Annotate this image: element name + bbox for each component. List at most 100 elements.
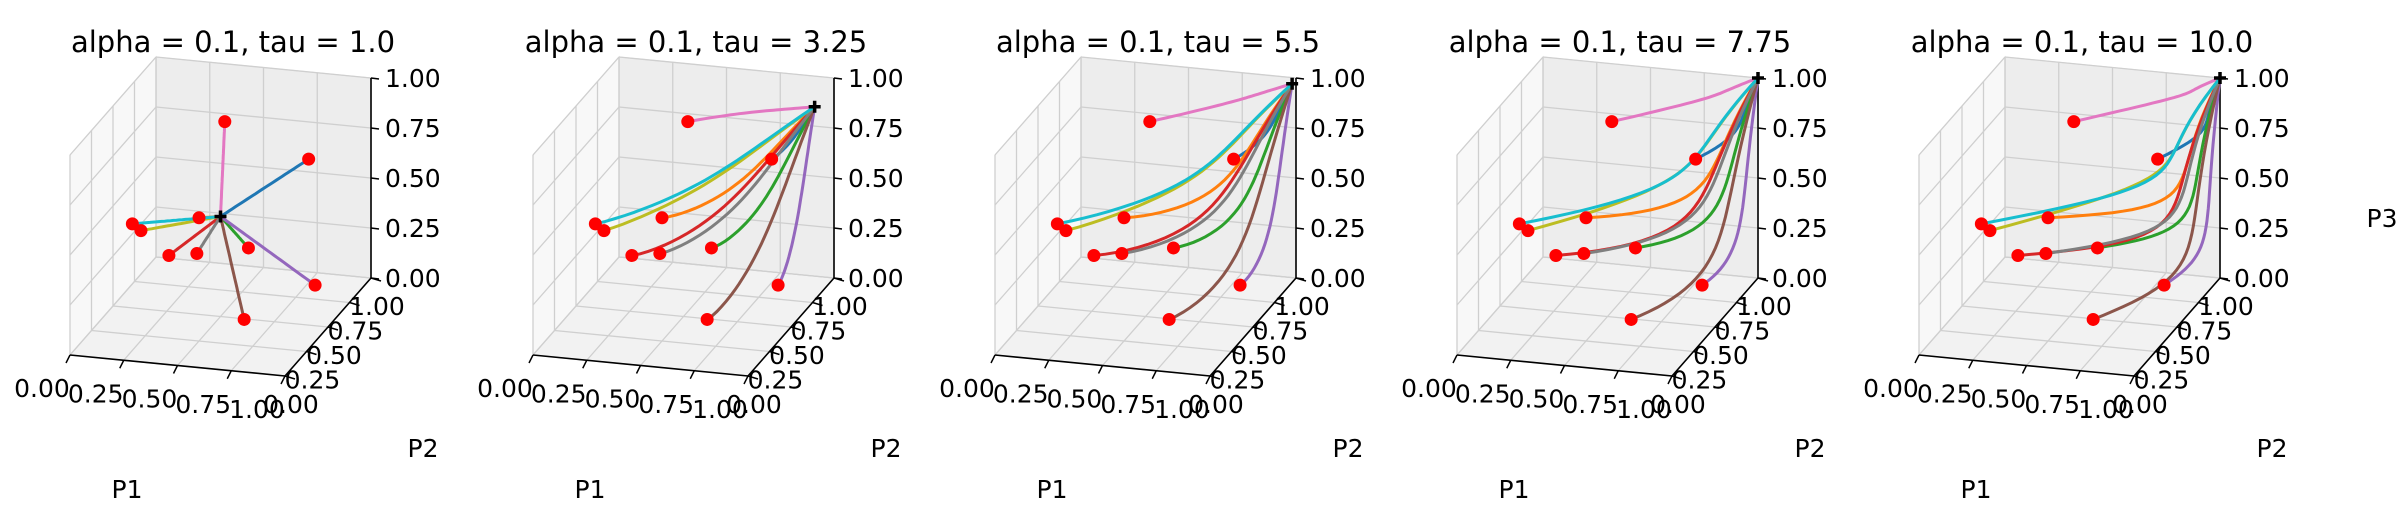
start-point: [771, 278, 785, 292]
start-point: [1605, 115, 1619, 129]
y-tick-label: 0.25: [2134, 366, 2190, 395]
gridline: [2079, 272, 2167, 372]
gridline: [1499, 305, 1716, 328]
x-tick-label: 0.00: [14, 374, 70, 403]
trajectory-line: [2092, 77, 2222, 321]
gridline: [69, 56, 157, 156]
trajectory-line: [219, 157, 310, 218]
gridline: [994, 56, 1082, 156]
y-tick-label: 0.25: [285, 366, 341, 395]
z-tick: [2219, 277, 2229, 280]
trajectory-line: [1168, 83, 1294, 321]
start-point: [2067, 115, 2081, 129]
x-tick-label: 0.00: [477, 374, 533, 403]
z-tick-label: 0.00: [1772, 264, 1828, 293]
z-tick-label: 1.00: [848, 64, 904, 93]
trajectory-line: [1173, 83, 1294, 250]
start-point: [704, 241, 718, 255]
start-point: [218, 115, 232, 129]
z-tick: [833, 177, 843, 180]
z-tick: [833, 277, 843, 280]
y-tick: [1274, 301, 1285, 307]
z-tick: [833, 227, 843, 230]
gridline: [618, 56, 835, 79]
y-tick: [2155, 350, 2166, 356]
z-tick-label: 0.50: [1772, 164, 1828, 193]
gridline: [69, 106, 157, 206]
gridline: [1037, 305, 1254, 328]
x-tick-label: 1.00: [1616, 395, 1672, 424]
gridline: [1456, 56, 1544, 156]
start-point: [765, 152, 779, 166]
x-tick: [635, 365, 642, 374]
x-tick: [1914, 354, 1920, 364]
trajectory-line: [167, 215, 222, 257]
gridline: [1542, 156, 1759, 179]
x-tick-label: 0.75: [175, 390, 231, 419]
y-tick-label: 0.25: [748, 366, 804, 395]
gridline: [532, 56, 620, 156]
gridline: [618, 256, 835, 279]
gridline: [1961, 305, 2178, 328]
gridline: [994, 106, 1082, 206]
y-tick-label: 0.50: [1693, 341, 1749, 370]
y-tick-label: 0.25: [1210, 366, 1266, 395]
start-point: [2151, 152, 2165, 166]
y-tick: [1693, 350, 1704, 356]
y-tick-label: 1.00: [1736, 292, 1792, 321]
gridline: [597, 280, 813, 304]
y-tick: [2198, 301, 2209, 307]
start-point: [302, 152, 316, 166]
z-tick-label: 0.50: [385, 164, 441, 193]
x-tick-label: 0.00: [1401, 374, 1457, 403]
end-point: [214, 210, 227, 223]
start-point: [1050, 217, 1064, 231]
subplot-5: 0.000.250.500.751.000.000.250.500.751.00…: [1863, 25, 2397, 504]
gridlines: [69, 56, 372, 377]
y-tick: [2176, 326, 2188, 331]
y-tick: [2133, 375, 2145, 380]
x-tick-label: 0.75: [1562, 390, 1618, 419]
y-tick-label: 0.75: [328, 317, 384, 346]
gridline: [994, 156, 1082, 256]
x-tick-label: 0.75: [2024, 390, 2080, 419]
gridline: [2004, 106, 2221, 129]
x-tick: [1205, 375, 1211, 385]
y-axis-label: P2: [871, 434, 902, 463]
z-tick-label: 0.25: [1310, 214, 1366, 243]
z-tick: [1295, 77, 1305, 80]
x-tick: [119, 359, 125, 369]
gridline: [1456, 106, 1544, 206]
x-tick: [743, 375, 749, 385]
z-tick: [1295, 127, 1305, 130]
trajectory-line: [219, 121, 227, 217]
x-tick: [1559, 365, 1566, 374]
x-tick: [2021, 365, 2028, 374]
trajectory-line: [659, 105, 816, 256]
gridline: [155, 106, 372, 129]
x-axis-label: P1: [112, 475, 143, 504]
y-tick-label: 1.00: [1274, 292, 1330, 321]
x-tick: [990, 354, 996, 364]
x-tick: [528, 354, 534, 364]
start-point: [1512, 217, 1526, 231]
gridline: [1617, 272, 1705, 372]
z-tick: [2219, 227, 2229, 230]
start-point: [1628, 241, 1642, 255]
gridline: [155, 156, 372, 179]
z-tick-label: 1.00: [1310, 64, 1366, 93]
z-tick: [1295, 177, 1305, 180]
y-axis-label: P2: [408, 434, 439, 463]
gridline: [1080, 56, 1297, 79]
y-tick: [284, 375, 296, 380]
z-tick: [370, 277, 380, 280]
z-tick-label: 0.75: [2234, 114, 2290, 143]
trajectory-line: [1630, 77, 1760, 321]
trajectory-line: [776, 106, 817, 286]
y-tick: [747, 375, 759, 380]
z-tick-label: 0.75: [385, 114, 441, 143]
z-tick-label: 0.00: [385, 264, 441, 293]
z-tick-label: 1.00: [2234, 64, 2290, 93]
y-tick: [769, 350, 780, 356]
gridline: [2004, 56, 2221, 79]
